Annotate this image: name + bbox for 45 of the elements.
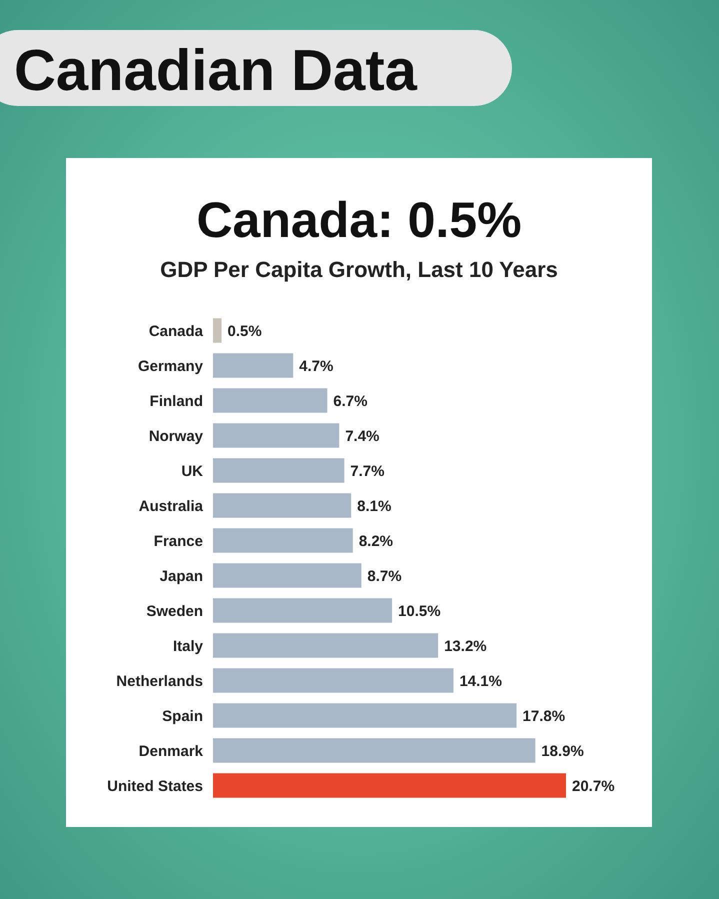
y-tick-label: Canada	[148, 322, 204, 340]
y-tick-label: Sweden	[146, 602, 203, 620]
y-tick-label: Japan	[160, 568, 203, 585]
data-label: 7.7%	[350, 462, 385, 480]
y-tick-label: United States	[107, 778, 203, 795]
bar	[213, 458, 344, 483]
data-label: 18.9%	[541, 742, 584, 760]
y-tick-label: Italy	[172, 638, 204, 655]
data-label: 4.7%	[299, 358, 334, 375]
y-tick-label: France	[154, 532, 203, 550]
y-tick-label: Germany	[138, 358, 204, 375]
data-label: 8.1%	[357, 498, 392, 515]
bar	[213, 423, 340, 448]
bar	[213, 633, 438, 658]
data-label: 7.4%	[345, 428, 380, 445]
y-tick-label: UK	[181, 462, 204, 480]
bar	[213, 388, 328, 413]
text: Canadian Data	[14, 38, 418, 103]
data-label: 13.2%	[444, 638, 487, 655]
data-label: 14.1%	[459, 672, 502, 690]
bar	[213, 598, 392, 623]
bar	[213, 738, 536, 763]
bar	[213, 528, 353, 553]
data-label: 8.7%	[367, 568, 402, 585]
y-tick-label: Australia	[138, 498, 204, 515]
data-label: 6.7%	[333, 392, 368, 410]
chart-title: Canada: 0.5%	[196, 192, 522, 248]
bar	[213, 668, 454, 693]
y-tick-label: Finland	[150, 392, 203, 410]
data-label: 0.5%	[228, 322, 262, 340]
bar	[213, 318, 222, 343]
y-tick-label: Spain	[162, 708, 203, 725]
bar	[213, 773, 566, 798]
bar	[213, 353, 294, 378]
chart-subtitle: GDP Per Capita Growth, Last 10 Years	[160, 257, 558, 282]
y-tick-label: Norway	[148, 428, 204, 445]
bar	[213, 703, 517, 728]
data-label: 20.7%	[572, 778, 615, 795]
y-tick-label: Netherlands	[116, 672, 203, 690]
y-tick-label: Denmark	[138, 742, 204, 760]
bar	[213, 493, 352, 518]
data-label: 17.8%	[522, 708, 566, 725]
data-label: 10.5%	[398, 602, 441, 620]
data-label: 8.2%	[358, 532, 394, 550]
bar	[213, 563, 362, 588]
